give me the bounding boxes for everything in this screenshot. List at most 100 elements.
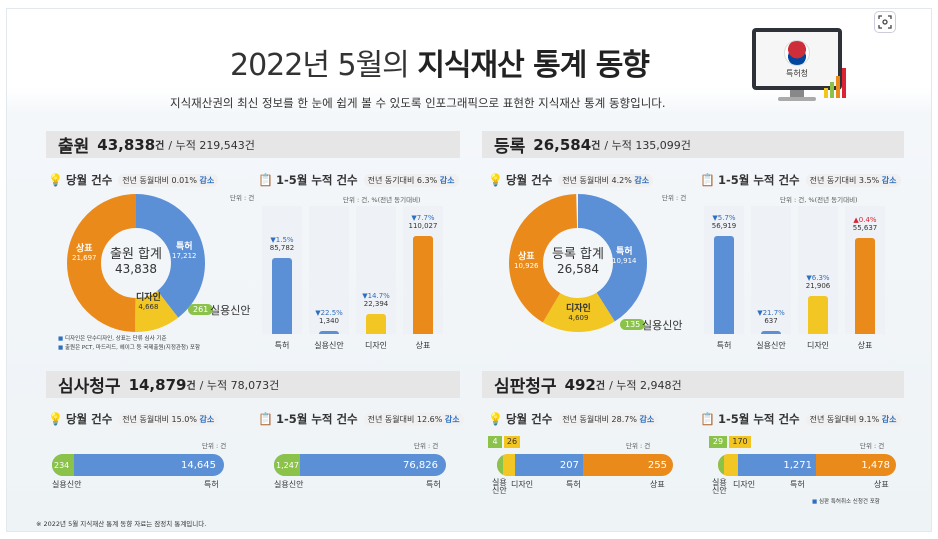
unit-label: 단위 : 건, %(전년 동기대비) [343, 196, 421, 204]
exam-month-label: 💡 당월 건수 전년 동월대비 15.0% 감소 [48, 411, 219, 427]
slice-trademark [67, 194, 205, 332]
slice-design [67, 194, 205, 332]
trial-label: 실용 신안 [492, 478, 507, 495]
trial-month-label: 💡 당월 건수 전년 동월대비 28.7% 감소 [488, 411, 659, 427]
slice-label-design: 디자인 4,668 [136, 293, 161, 311]
bar-특허 [272, 257, 292, 334]
filing-donut [67, 194, 205, 332]
bar-category-label: 상표 [415, 341, 431, 350]
bar-column-bg [309, 206, 349, 334]
slice-trademark [509, 194, 647, 332]
bar-category-label: 실용신안 [756, 341, 786, 350]
registration-header: 등록 26,584 건 / 누적 135,099건 [482, 131, 904, 158]
registration-donut-center: 등록 합계 26,584 [552, 247, 604, 276]
trial-label: 상표 [874, 480, 889, 489]
bar-column-bg [356, 206, 396, 334]
registration-month-label: 💡 당월 건수 전년 동월대비 4.2% 감소 [488, 172, 654, 188]
slice-label-patent: 특허 17,212 [172, 242, 197, 260]
registration-cum-label: 📋 1-5월 누적 건수 전년 동기대비 3.5% 감소 [700, 172, 901, 188]
bar-category-label: 상표 [857, 341, 873, 350]
registration-donut [509, 194, 647, 332]
bar-category-label: 디자인 [364, 341, 388, 350]
page-title: 2022년 5월의 지식재산 통계 동향 [230, 48, 650, 83]
registration-bar-chart: ▼5.7% 56,919 특허 ▼21.7% 637 실용신안 ▼6.3% 21,906 디자인… [704, 206, 894, 352]
lightbulb-icon: 💡 [48, 173, 63, 187]
bar-value-label: ▼1.5% 85,782 [269, 235, 295, 252]
bar-value-label: ▼6.3% 21,906 [805, 274, 831, 291]
unit-label: 단위 : 건, %(전년 동기대비) [780, 196, 858, 204]
unit-label: 단위 : 건 [202, 442, 227, 450]
filing-note: 디자인은 단수디자인, 상표는 단류 심사 기준 [58, 334, 167, 342]
utility-pill: 261 [188, 304, 214, 315]
monitor-illustration: 특허청 [752, 28, 842, 90]
bar-column-bg [751, 206, 791, 334]
bar-category-label: 실용신안 [314, 341, 344, 350]
trial-cum-label: 📋 1-5월 누적 건수 전년 동월대비 9.1% 감소 [700, 411, 901, 427]
logo-text: 특허청 [785, 68, 809, 78]
bar-value-label: ▼14.7% 22,394 [362, 292, 390, 309]
bar-value-label: ▼21.7% 637 [757, 309, 785, 325]
document-chart-icon: 📋 [258, 173, 273, 187]
footnote: ※ 2022년 5월 지식재산 통계 동향 자료는 잠정치 통계입니다. [36, 520, 207, 528]
unit-label: 단위 : 건 [662, 194, 687, 202]
trial-month-bar: 207 255 [497, 454, 673, 476]
lightbulb-icon: 💡 [488, 173, 503, 187]
trial-label: 특허 [790, 480, 805, 489]
trial-utility-box: 4 [488, 436, 502, 448]
unit-label: 단위 : 건 [230, 194, 255, 202]
trial-utility-box: 29 [709, 436, 727, 448]
trial-label: 디자인 [511, 480, 534, 489]
exam-cum-label: 📋 1-5월 누적 건수 전년 동월대비 12.6% 감소 [258, 411, 464, 427]
exam-label: 실용신안 [274, 480, 304, 489]
utility-pill-label: 실용신안 [210, 304, 251, 317]
slice-design [509, 194, 647, 332]
slice-label-trademark: 상표 21,697 [72, 244, 97, 262]
bar-value-label: ▲0.4% 55,637 [852, 216, 878, 233]
filing-header: 출원 43,838 건 / 누적 219,543건 [46, 131, 460, 158]
trial-label: 디자인 [733, 480, 756, 489]
utility-pill-label: 실용신안 [642, 319, 683, 332]
bar-value-label: ▼7.7% 110,027 [408, 214, 438, 230]
bar-상표 [855, 238, 875, 334]
bar-value-label: ▼22.5% 1,340 [315, 309, 343, 325]
document-chart-icon: 📋 [700, 412, 715, 426]
filing-note: 출원은 PCT, 마드리드, 헤이그 등 국제출원(지정관청) 포함 [58, 343, 200, 351]
bar-category-label: 특허 [716, 341, 732, 350]
exam-label: 특허 [204, 480, 219, 489]
trial-legend: ■ 심판 특허취소 신청건 포함 [812, 499, 880, 505]
trial-label: 실용 신안 [712, 478, 727, 495]
utility-pill: 135 [620, 319, 646, 330]
unit-label: 단위 : 건 [626, 442, 651, 450]
slice-patent [509, 194, 647, 332]
bar-value-label: ▼5.7% 56,919 [711, 214, 737, 230]
document-chart-icon: 📋 [258, 412, 273, 426]
bar-디자인 [808, 296, 828, 334]
filing-bar-chart: ▼1.5% 85,782 특허 ▼22.5% 1,340 실용신안 ▼14.7% 22,394… [262, 206, 452, 352]
kipo-logo [784, 39, 810, 66]
growth-bars-icon [824, 68, 846, 98]
bar-실용신안 [319, 331, 339, 334]
exam-header: 심사청구 14,879 건 / 누적 78,073건 [46, 371, 460, 398]
trial-header: 심판청구 492 건 / 누적 2,948건 [482, 371, 904, 398]
exam-cum-bar: 1,247 76,826 [274, 454, 446, 476]
slice-label-patent: 특허 10,914 [612, 247, 637, 265]
trial-label: 특허 [566, 480, 581, 489]
bar-실용신안 [761, 331, 781, 334]
unit-label: 단위 : 건 [414, 442, 439, 450]
filing-donut-center: 출원 합계 43,838 [110, 247, 162, 276]
slice-label-trademark: 상표 10,926 [514, 252, 539, 270]
slice-label-design: 디자인 4,609 [566, 304, 591, 322]
bar-디자인 [366, 314, 386, 334]
page-subtitle: 지식재산권의 최신 정보를 한 눈에 쉽게 볼 수 있도록 인포그래픽으로 표현… [170, 96, 666, 110]
trial-design-box: 26 [504, 436, 520, 448]
exam-label: 실용신안 [52, 480, 82, 489]
image-search-icon[interactable] [874, 11, 896, 33]
filing-month-label: 💡 당월 건수 전년 동월대비 0.01% 감소 [48, 172, 219, 188]
document-chart-icon: 📋 [700, 173, 715, 187]
lightbulb-icon: 💡 [488, 412, 503, 426]
filing-cum-label: 📋 1-5월 누적 건수 전년 동기대비 6.3% 감소 [258, 172, 459, 188]
exam-label: 특허 [426, 480, 441, 489]
trial-label: 상표 [650, 480, 665, 489]
trial-cum-bar: 1,271 1,478 [718, 454, 896, 476]
bar-category-label: 특허 [274, 341, 290, 350]
